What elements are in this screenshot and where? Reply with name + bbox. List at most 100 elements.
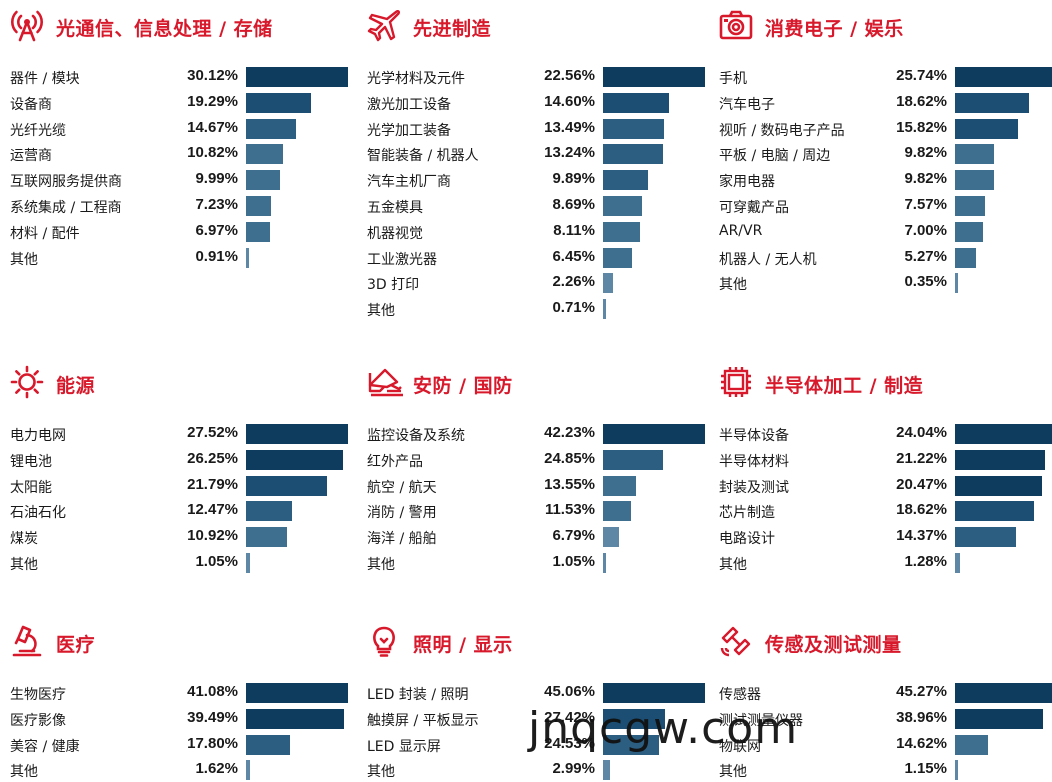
- category-label: 其他: [719, 557, 747, 573]
- category-label: 监控设备及系统: [367, 428, 465, 444]
- bar-row: 材料 / 配件 6.97%: [10, 220, 350, 244]
- value-label: 0.35%: [904, 273, 947, 291]
- value-label: 20.47%: [896, 475, 947, 493]
- bar-row: 汽车主机厂商 9.89%: [367, 168, 707, 192]
- bar-row: 光纤光缆 14.67%: [10, 117, 350, 141]
- bar: [603, 760, 610, 781]
- category-label: 航空 / 航天: [367, 479, 437, 496]
- bar: [955, 501, 1034, 522]
- panel-title: 半导体加工 / 制造: [765, 375, 924, 397]
- category-label: 其他: [10, 764, 38, 781]
- value-label: 18.62%: [896, 501, 947, 519]
- value-label: 39.49%: [187, 708, 238, 726]
- category-label: 触摸屏 / 平板显示: [367, 712, 479, 729]
- category-label: 半导体材料: [719, 453, 789, 470]
- value-label: 2.99%: [552, 760, 595, 778]
- bar-row: 芯片制造 18.62%: [719, 499, 1052, 523]
- bar: [955, 67, 1052, 87]
- category-label: 机器视觉: [367, 225, 423, 242]
- bar: [603, 449, 663, 470]
- category-label: 互联网服务提供商: [10, 174, 122, 191]
- bar: [246, 196, 271, 216]
- value-label: 1.05%: [552, 553, 595, 570]
- bar: [955, 449, 1045, 470]
- value-label: 0.71%: [552, 299, 595, 317]
- bar-row: 电路设计 14.37%: [719, 525, 1052, 549]
- bar: [246, 708, 345, 729]
- category-label: 其他: [10, 251, 38, 268]
- panel-title: 消费电子 / 娱乐: [765, 18, 904, 40]
- bar-row: 石油石化 12.47%: [10, 499, 350, 523]
- bar: [955, 760, 958, 781]
- bar-row: 其他 1.05%: [367, 551, 707, 575]
- value-label: 1.05%: [195, 553, 238, 570]
- bar-row: LED 封装 / 照明 45.06%: [367, 681, 707, 705]
- bar-row: 半导体设备 24.04%: [719, 422, 1052, 446]
- bar-row: 医疗影像 39.49%: [10, 707, 350, 731]
- value-label: 21.79%: [187, 475, 238, 493]
- bar-row: 物联网 14.62%: [719, 733, 1052, 757]
- bar: [955, 170, 994, 191]
- category-label: 锂电池: [10, 453, 52, 470]
- bar-row: 五金模具 8.69%: [367, 194, 707, 218]
- bar: [603, 67, 705, 87]
- bar: [955, 144, 994, 165]
- bar: [603, 92, 669, 113]
- category-label: 可穿戴产品: [719, 200, 789, 216]
- bar: [246, 760, 250, 781]
- category-label: 器件 / 模块: [10, 71, 80, 87]
- category-label: 设备商: [10, 96, 52, 113]
- bar: [955, 118, 1018, 139]
- value-label: 8.69%: [552, 196, 595, 213]
- bar-row: 其他 2.99%: [367, 758, 707, 782]
- category-label: 电路设计: [719, 531, 775, 548]
- bar: [955, 196, 985, 216]
- value-label: 2.26%: [552, 273, 595, 291]
- bar-row: 传感器 45.27%: [719, 681, 1052, 705]
- value-label: 15.82%: [896, 118, 947, 136]
- value-label: 6.79%: [552, 527, 595, 545]
- value-label: 22.56%: [544, 67, 595, 84]
- value-label: 42.23%: [544, 424, 595, 441]
- bar-row: 可穿戴产品 7.57%: [719, 194, 1052, 218]
- category-label: 半导体设备: [719, 428, 789, 444]
- bar: [603, 196, 643, 216]
- panel-title: 能源: [56, 375, 96, 397]
- bar: [246, 144, 283, 165]
- value-label: 9.89%: [552, 170, 595, 188]
- bar-row: 互联网服务提供商 9.99%: [10, 168, 350, 192]
- category-label: 传感器: [719, 687, 761, 703]
- category-label: 智能装备 / 机器人: [367, 148, 479, 165]
- bar: [246, 247, 250, 268]
- bar-row: 其他 0.91%: [10, 246, 350, 270]
- category-label: 测试测量仪器: [719, 712, 803, 729]
- bar: [603, 734, 659, 755]
- bar: [246, 501, 293, 522]
- value-label: 45.27%: [896, 683, 947, 700]
- panel-header: 光通信、信息处理 / 存储: [10, 8, 350, 42]
- value-label: 14.67%: [187, 118, 238, 136]
- value-label: 11.53%: [544, 501, 595, 519]
- bar: [246, 553, 250, 573]
- bar-row: 锂电池 26.25%: [10, 448, 350, 472]
- bar-row: 海洋 / 船舶 6.79%: [367, 525, 707, 549]
- bar-row: 光学材料及元件 22.56%: [367, 65, 707, 89]
- panel-title: 光通信、信息处理 / 存储: [56, 18, 273, 40]
- watermark: jnqcgw.com: [528, 703, 799, 754]
- bar: [603, 553, 606, 573]
- value-label: 19.29%: [187, 92, 238, 110]
- value-label: 9.82%: [904, 144, 947, 162]
- category-label: 视听 / 数码电子产品: [719, 122, 845, 139]
- category-label: 汽车电子: [719, 96, 775, 113]
- category-label: 其他: [719, 764, 747, 781]
- category-label: 石油石化: [10, 505, 66, 522]
- panel-header: 能源: [10, 365, 350, 399]
- value-label: 1.28%: [904, 553, 947, 570]
- value-label: 24.04%: [896, 424, 947, 441]
- bar-row: AR/VR 7.00%: [719, 220, 1052, 244]
- bar-row: 机器人 / 无人机 5.27%: [719, 246, 1052, 270]
- category-label: 生物医疗: [10, 687, 66, 703]
- value-label: 25.74%: [896, 67, 947, 84]
- bar-row: 半导体材料 21.22%: [719, 448, 1052, 472]
- category-label: 电力电网: [10, 428, 66, 444]
